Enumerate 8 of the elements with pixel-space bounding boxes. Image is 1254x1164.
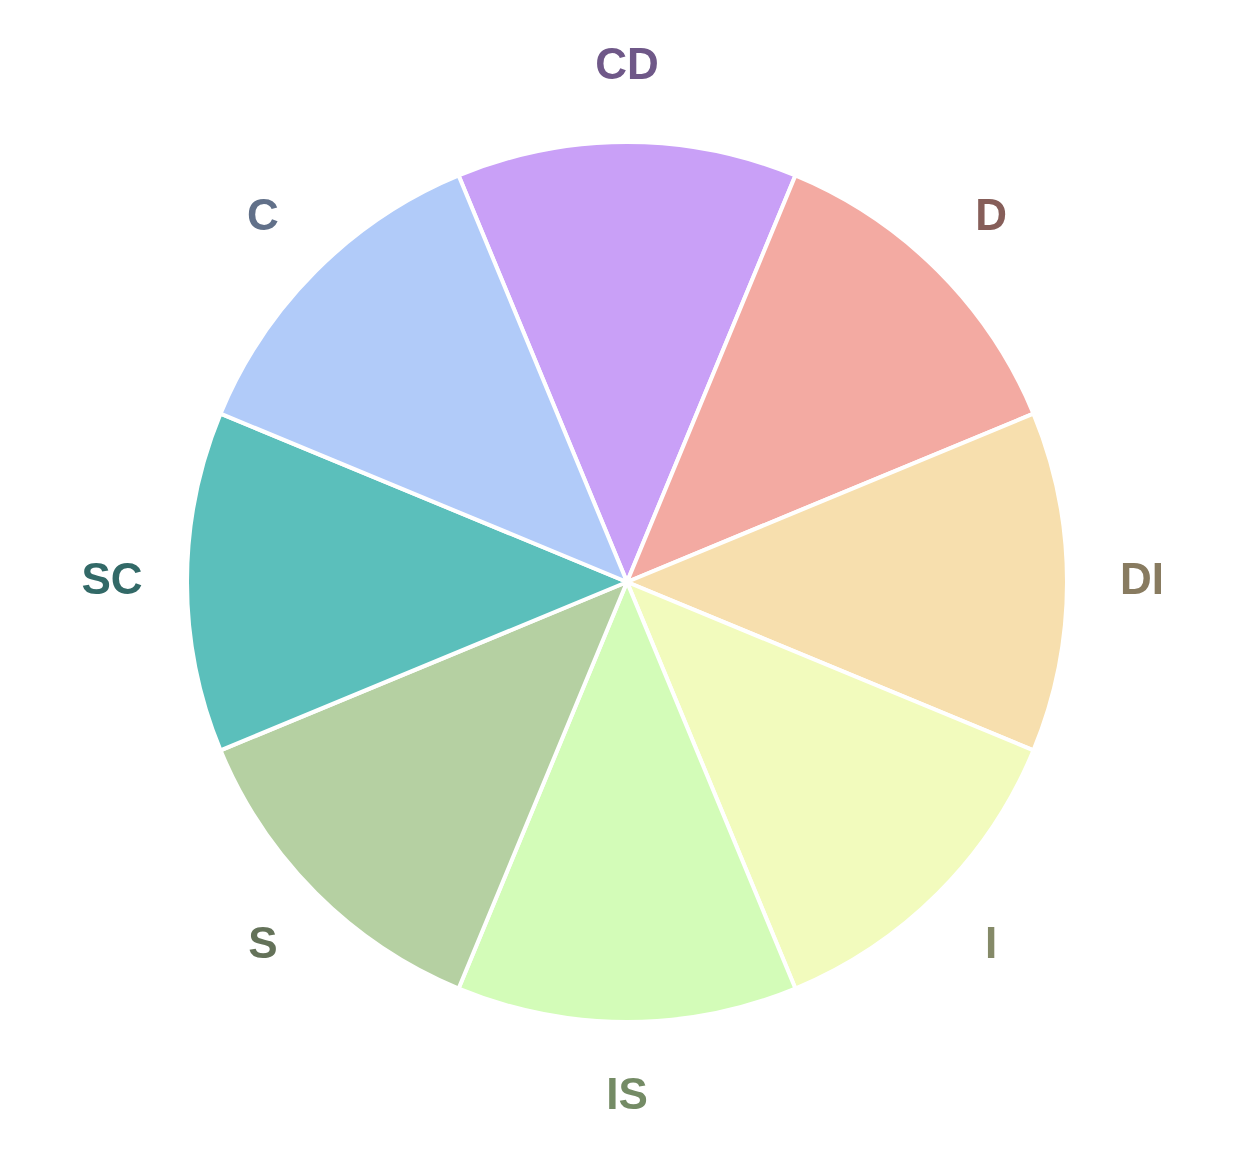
- slice-label: DI: [1120, 554, 1164, 604]
- slice-label: D: [975, 189, 1008, 239]
- slice-label: I: [985, 918, 998, 968]
- slice-label: CD: [595, 39, 659, 89]
- slice-label: SC: [81, 554, 143, 604]
- slice-label: C: [246, 189, 279, 239]
- slice-label: S: [248, 918, 278, 968]
- slice-label: IS: [606, 1069, 648, 1119]
